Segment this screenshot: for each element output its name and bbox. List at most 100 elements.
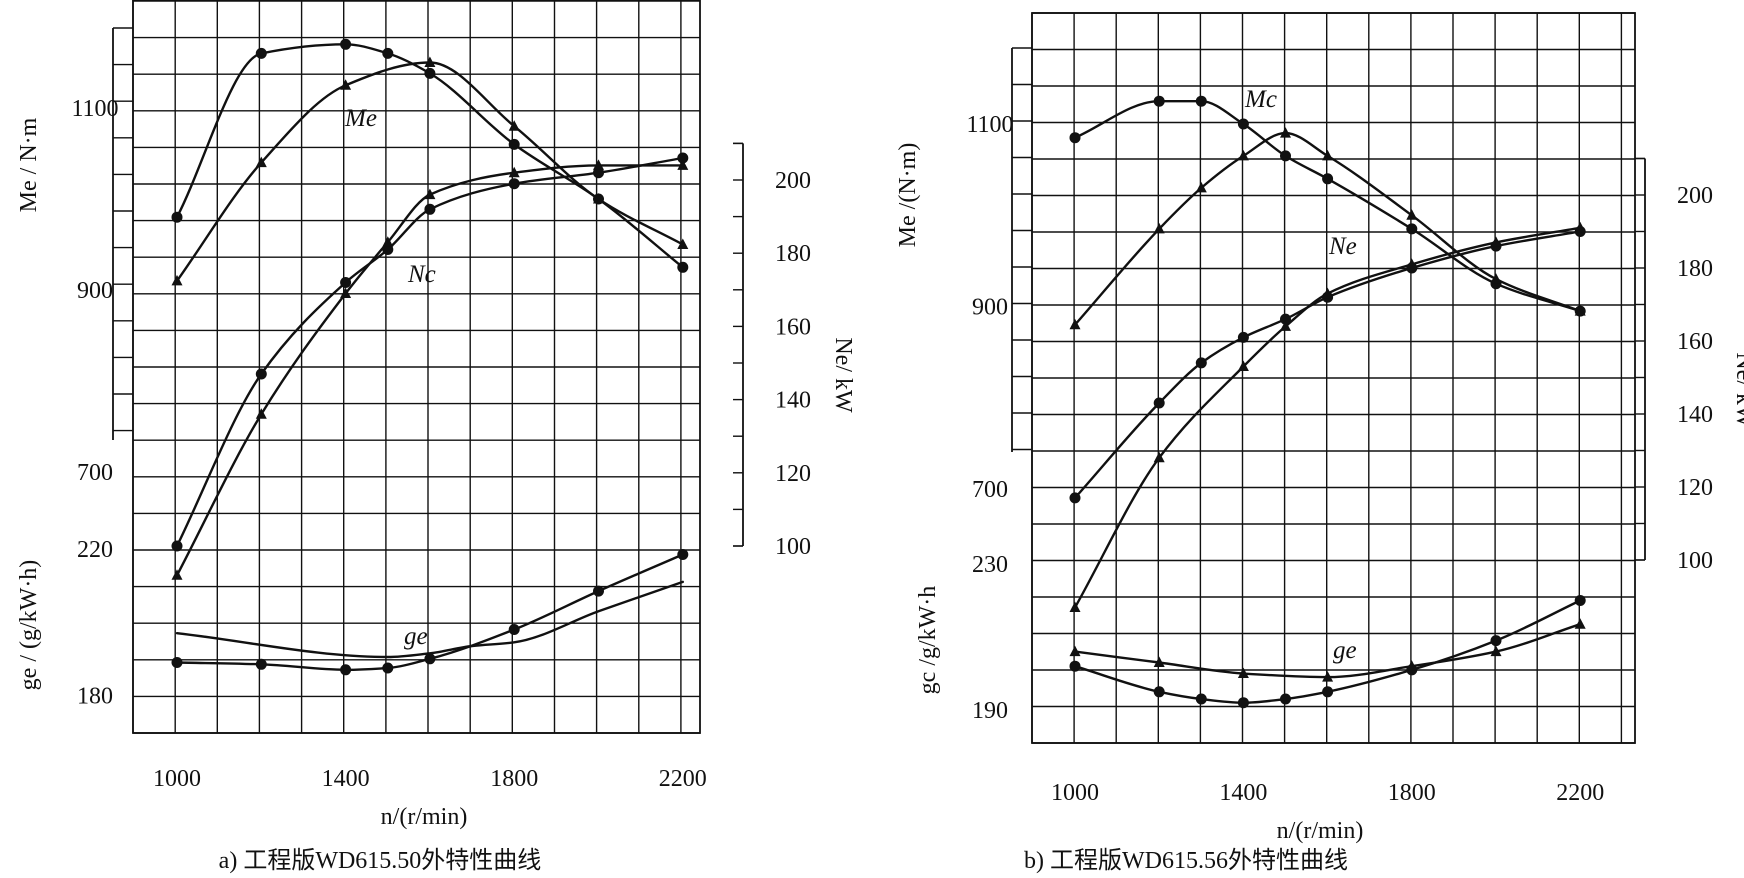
torque-tick-label: 900: [77, 278, 113, 304]
data-point-circle: [1153, 686, 1165, 698]
series-power-circle: [171, 152, 689, 552]
data-point-triangle: [1153, 656, 1165, 667]
data-point-circle: [1574, 595, 1586, 606]
power-axis-title: Ne/ kW: [830, 337, 856, 413]
power-tick-label: 120: [775, 461, 811, 487]
data-point-triangle: [1574, 618, 1586, 629]
data-point-triangle: [1490, 645, 1502, 657]
series-fuel-circle: [1069, 595, 1586, 709]
data-point-triangle: [1490, 273, 1502, 284]
torque-axis-title: Me /(N·m): [895, 143, 921, 248]
data-point-triangle: [1237, 360, 1249, 371]
data-point-circle: [1069, 492, 1081, 504]
data-point-circle: [171, 211, 183, 223]
data-point-triangle: [171, 569, 183, 580]
torque-tick-label: 700: [77, 460, 113, 486]
grid-a: [132, 0, 700, 734]
data-point-triangle: [1069, 645, 1081, 657]
data-point-circle: [1280, 150, 1291, 162]
power-axis-title: Ne/ kW: [1731, 352, 1744, 428]
data-point-triangle: [1322, 671, 1334, 682]
x-axis-title: n/(r/min): [1277, 818, 1364, 844]
data-point-triangle: [1153, 222, 1165, 234]
x-tick-label: 1800: [1388, 780, 1436, 806]
data-point-triangle: [424, 188, 436, 200]
fuel-tick-label: 220: [77, 537, 113, 563]
series-torque-triangle: [171, 56, 689, 286]
data-point-triangle: [1069, 601, 1081, 612]
data-point-triangle: [677, 159, 689, 170]
data-point-triangle: [1406, 209, 1418, 220]
data-point-circle: [171, 540, 183, 552]
data-point-triangle: [593, 159, 604, 170]
curve-label-power: Ne: [1328, 233, 1357, 260]
data-point-circle: [1153, 95, 1165, 107]
data-point-triangle: [171, 274, 183, 286]
data-point-triangle: [1237, 149, 1249, 161]
series-line: [1073, 226, 1582, 609]
data-point-circle: [1069, 660, 1081, 672]
power-tick-label: 200: [775, 168, 811, 194]
power-tick-label: 200: [1677, 183, 1713, 209]
data-point-triangle: [340, 287, 352, 298]
torque-tick-label: 900: [972, 295, 1008, 321]
torque-tick-label: 1100: [966, 112, 1013, 138]
series-line: [175, 156, 684, 548]
torque-axis-title: Me / N·m: [16, 117, 42, 212]
data-point-triangle: [1406, 660, 1418, 671]
x-tick-label: 1400: [322, 766, 370, 792]
power-tick-label: 100: [775, 534, 811, 560]
series-line: [1073, 99, 1582, 313]
x-tick-label: 1800: [490, 766, 538, 792]
data-point-circle: [255, 47, 267, 59]
series-line: [175, 580, 684, 659]
fuel-axis-title: ge / (g/kW·h): [16, 560, 42, 691]
plot-frame-a: [132, 0, 701, 734]
series-power-triangle: [1069, 221, 1586, 612]
data-point-triangle: [1322, 149, 1334, 161]
data-point-triangle: [1237, 667, 1249, 678]
data-point-circle: [677, 152, 689, 164]
data-point-circle: [1237, 697, 1249, 709]
data-point-triangle: [1069, 318, 1081, 330]
data-point-circle: [1069, 132, 1081, 144]
data-point-circle: [340, 664, 352, 676]
data-point-circle: [1280, 693, 1291, 705]
data-point-circle: [1237, 331, 1249, 343]
series-fuel-triangle: [1069, 618, 1586, 682]
caption-b: b) 工程版WD615.56外特性曲线: [1024, 847, 1348, 874]
fuel-tick-label: 190: [972, 698, 1008, 724]
data-point-circle: [1490, 635, 1502, 647]
series-line: [1073, 623, 1582, 679]
data-point-triangle: [1280, 320, 1291, 331]
data-point-circle: [382, 662, 394, 674]
data-point-circle: [1153, 397, 1165, 409]
data-point-triangle: [677, 238, 689, 249]
power-tick-label: 160: [1677, 329, 1713, 355]
data-point-triangle: [508, 166, 520, 178]
data-point-circle: [424, 67, 436, 79]
series-fuel-circle: [171, 549, 689, 676]
data-point-triangle: [593, 193, 604, 204]
data-point-circle: [593, 167, 604, 179]
fuel-tick-label: 180: [77, 683, 113, 709]
data-point-circle: [255, 658, 267, 670]
data-point-triangle: [1574, 221, 1586, 233]
data-point-circle: [1195, 357, 1207, 369]
data-point-circle: [255, 368, 267, 380]
power-tick-label: 180: [775, 241, 811, 267]
data-point-circle: [1280, 313, 1291, 325]
data-point-circle: [424, 203, 436, 215]
chart-panel-b: b) 工程版WD615.56外特性曲线 200 180 160 140 120 100 Ne…: [895, 12, 1744, 874]
x-tick-label: 1000: [153, 766, 201, 792]
data-point-circle: [382, 47, 394, 59]
data-point-circle: [1322, 173, 1334, 185]
data-point-triangle: [1574, 305, 1586, 316]
data-point-circle: [1406, 223, 1418, 235]
data-point-circle: [593, 585, 604, 597]
torque-tick-label: 1100: [71, 96, 118, 122]
series-torque-circle: [1069, 95, 1586, 317]
data-point-triangle: [340, 79, 352, 90]
data-point-triangle: [1280, 127, 1291, 138]
